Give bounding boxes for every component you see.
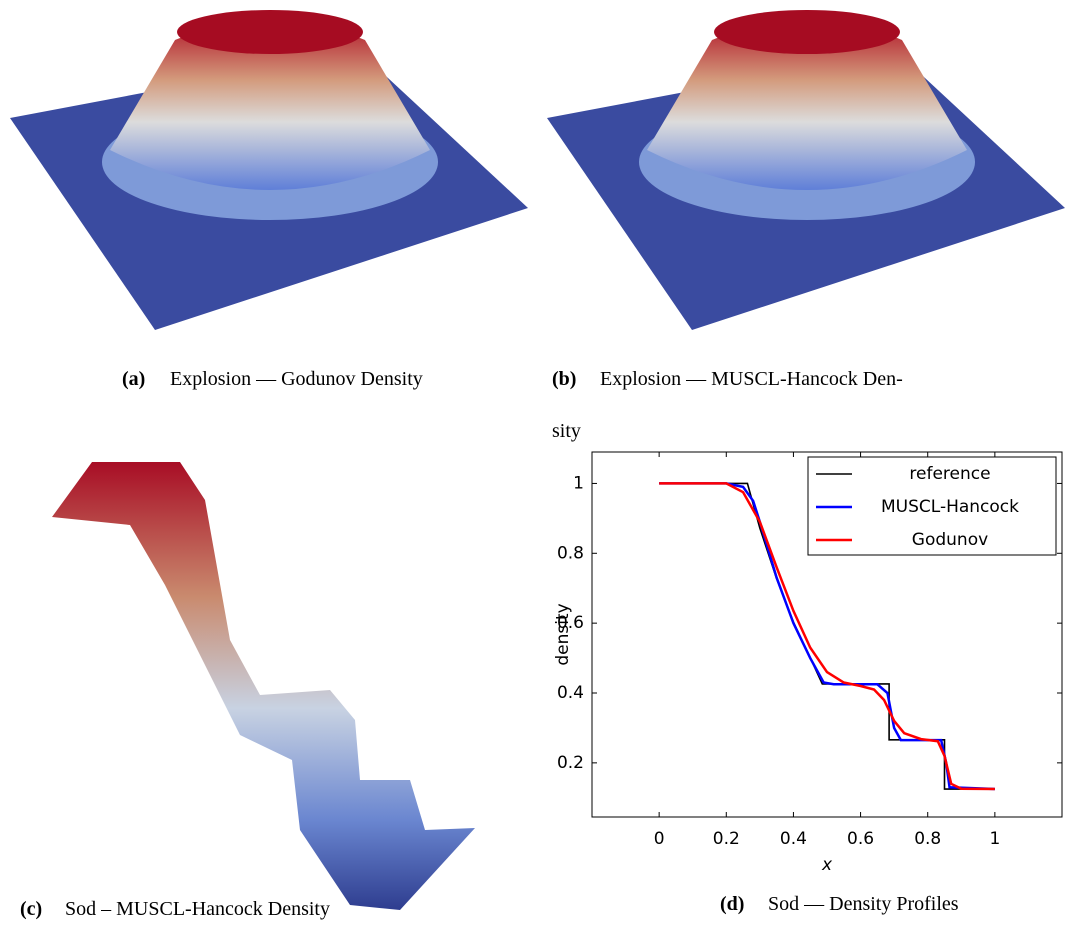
caption-text: Sod – MUSCL-Hancock Density	[65, 898, 330, 920]
caption-label: (a)	[122, 368, 145, 390]
render-a	[10, 10, 528, 330]
legend-label: Godunov	[912, 530, 988, 550]
y-tick-label: 0.2	[557, 753, 584, 773]
plot-frame	[591, 451, 1063, 818]
legend-label: reference	[909, 464, 990, 484]
data-line	[659, 482, 995, 791]
render-b	[547, 10, 1065, 330]
captions: (a) Explosion — Godunov Density (b) Expl…	[20, 368, 959, 920]
x-tick-label: 0.6	[847, 829, 874, 849]
x-tick-label: 0.8	[914, 829, 941, 849]
caption-text: Explosion — Godunov Density	[170, 368, 423, 390]
caption-text: sity	[552, 420, 581, 442]
x-axis-label: x	[821, 855, 833, 875]
y-axis-label: density	[553, 603, 573, 665]
caption-label: (b)	[552, 368, 576, 390]
render-c	[52, 462, 475, 910]
chart: 0 0.2 0.4 0.6 0.8 1 0.2 0.4 0.6 0.8 1 x density refer…	[553, 451, 1063, 875]
y-tick-label: 0.6	[557, 613, 584, 633]
caption-label: (c)	[20, 898, 42, 920]
y-tick-label: 1	[573, 473, 584, 493]
x-tick-label: 0.2	[713, 829, 740, 849]
legend-label: MUSCL-Hancock	[881, 497, 1019, 517]
data-line	[659, 482, 995, 791]
x-tick-label: 1	[989, 829, 1000, 849]
y-tick-label: 0.4	[557, 683, 584, 703]
caption-text: Sod — Density Profiles	[768, 893, 959, 915]
caption-text: Explosion — MUSCL-Hancock Den-	[600, 368, 903, 390]
y-tick-label: 0.8	[557, 543, 584, 563]
x-tick-label: 0.4	[780, 829, 807, 849]
x-tick-label: 0	[654, 829, 665, 849]
caption-label: (d)	[720, 893, 744, 915]
